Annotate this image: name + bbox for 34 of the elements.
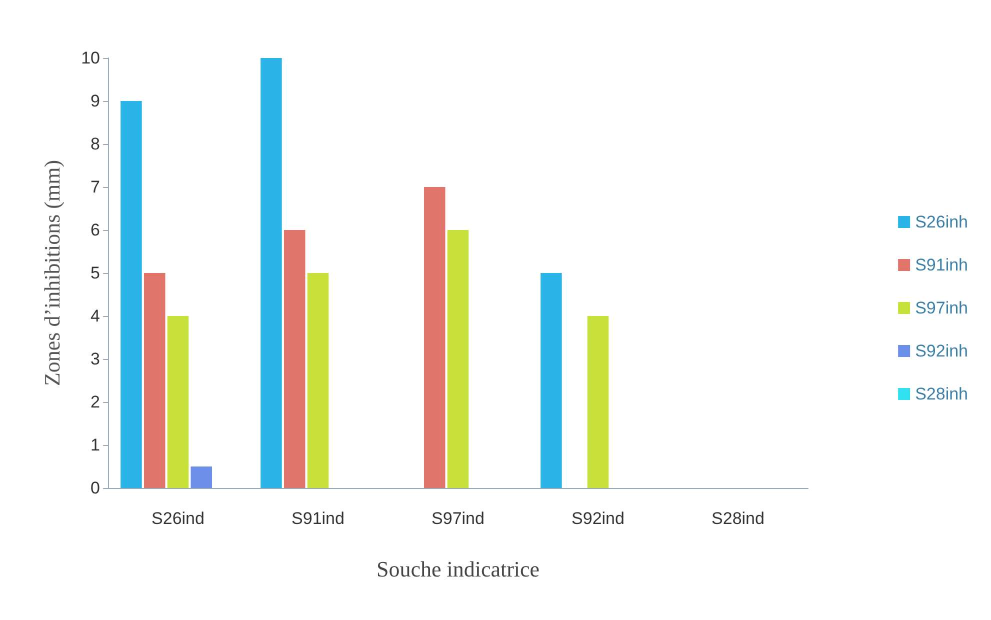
y-tick-label: 3	[90, 350, 100, 368]
y-tick-label: 10	[81, 48, 100, 68]
bar	[587, 316, 609, 488]
y-tick-label: 5	[90, 264, 100, 282]
y-tick-label: 4	[90, 306, 100, 326]
y-tick-label: 9	[90, 92, 100, 110]
bar	[284, 230, 306, 488]
x-tick-label: S91ind	[292, 509, 344, 528]
y-tick-label: 7	[90, 178, 100, 196]
y-axis-title: Zones d’inhibitions (mm)	[40, 160, 64, 386]
bar	[120, 101, 142, 488]
legend-label: S97inh	[915, 298, 968, 318]
x-tick-label: S92ind	[572, 509, 624, 528]
bar	[190, 466, 212, 488]
y-tick-label: 6	[90, 220, 100, 240]
bar	[424, 187, 446, 488]
x-tick-label: S28ind	[712, 509, 764, 528]
bar	[540, 273, 562, 488]
legend-label: S91inh	[915, 256, 968, 274]
x-axis-title: Souche indicatrice	[376, 556, 540, 582]
bar	[167, 316, 189, 488]
bar	[447, 230, 469, 488]
legend-label: S92inh	[915, 342, 968, 360]
bar	[144, 273, 166, 488]
bar	[307, 273, 329, 488]
y-tick-label: 2	[90, 392, 100, 412]
y-tick-label: 1	[90, 436, 100, 454]
x-tick-label: S26ind	[152, 509, 204, 528]
y-tick-label: 8	[90, 134, 100, 154]
bar	[260, 58, 282, 488]
legend-label: S26inh	[915, 212, 968, 232]
legend-label: S28inh	[915, 384, 968, 404]
y-tick-label: 0	[90, 478, 100, 498]
x-tick-label: S97ind	[432, 509, 484, 528]
